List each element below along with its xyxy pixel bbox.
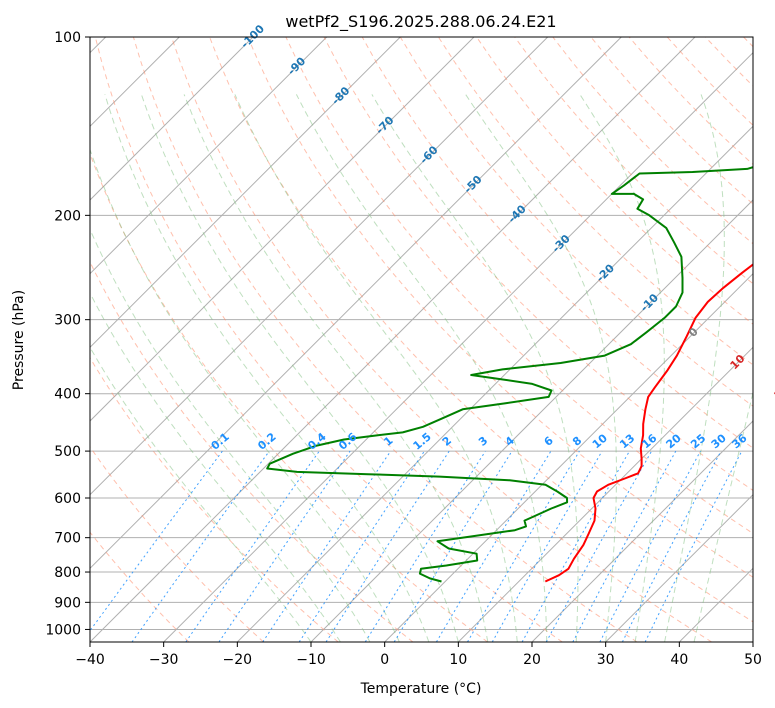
isotherm-line [236,125,753,642]
x-tick-label: −40 [75,652,105,668]
dry-adiabat-line [94,37,563,642]
y-axis-label: Pressure (hPa) [11,290,27,390]
mixing-ratio-line [599,450,701,642]
isotherm-line [163,51,753,642]
dry-adiabat-line [209,37,753,623]
y-tick-label: 100 [54,30,81,46]
isotherm-label: 20 [772,381,775,401]
x-tick-label: 40 [670,652,688,668]
y-tick-label: 500 [54,444,81,460]
moist-adiabat-line [371,94,579,642]
mixing-ratio-line [90,450,223,632]
moist-adiabat-line [465,94,617,642]
mixing-ratio-line [521,450,630,642]
x-tick-label: 30 [597,652,615,668]
isotherm-line [90,37,622,570]
x-tick-label: −10 [296,652,326,668]
isotherm-line [531,420,753,642]
mixing-ratio-line [644,450,743,642]
dry-adiabat-line [171,37,712,642]
x-axis: −40 −30 −20 −10 0 10 20 30 40 50 [75,642,762,668]
dry-adiabat-line [90,531,190,642]
y-tick-label: 400 [54,387,81,403]
dry-adiabat-line [247,37,753,578]
y-tick-label: 800 [54,565,81,581]
x-tick-label: 10 [449,652,467,668]
mixing-ratio-line [491,450,603,642]
chart-title: wetPf2_S196.2025.288.06.24.E21 [285,12,556,32]
plot-frame [89,36,754,643]
isotherm-line [90,37,401,349]
x-tick-label: 50 [744,652,762,668]
mixing-ratio-line [572,450,677,642]
isotherm-line [90,37,696,642]
moist-adiabat-line [140,94,459,642]
dry-adiabat-line [90,152,488,642]
mixing-ratio-line [131,450,270,642]
dry-adiabat-line [90,260,414,642]
mixing-ratio-line [298,450,425,642]
mixing-ratio-line [325,450,450,642]
x-tick-label: 0 [380,652,389,668]
dry-adiabat-line [514,37,753,285]
moist-adiabat-line [90,228,371,642]
temperature-profile-line [544,263,753,583]
mixing-ratio-line [185,450,320,642]
mixing-ratio-line [393,450,513,642]
y-axis: 100 200 300 400 500 600 700 800 900 1000 [45,30,90,638]
isotherm-line [605,493,753,642]
y-tick-label: 200 [54,208,81,224]
y-tick-label: 1000 [45,622,81,638]
moist-adiabat-line [234,94,518,642]
mixing-ratio-line [364,450,486,642]
moist-adiabat-line [579,94,665,642]
moist-adiabat-line [90,148,400,642]
mixing-ratio-line [467,450,580,642]
dry-adiabat-line [90,446,264,642]
isotherm-line [90,37,328,275]
isotherm-line [384,272,753,642]
moist-adiabat-line [664,94,725,642]
moist-adiabat-line [295,94,548,642]
y-tick-label: 300 [54,313,81,329]
moist-adiabat-line [90,292,341,642]
y-tick-label: 900 [54,595,81,611]
series-layer [266,166,753,583]
mixing-ratio-line [621,450,722,642]
moist-adiabat-line [183,94,489,642]
isotherm-line [90,37,549,496]
background-lines [90,37,753,642]
dry-adiabat-line [399,37,753,407]
y-tick-label: 700 [54,531,81,547]
mixing-ratio-line [435,450,552,642]
moist-adiabat-line [693,390,753,642]
x-tick-label: −20 [223,652,253,668]
moist-adiabat-line [90,346,312,642]
moist-adiabat-line [104,94,430,642]
x-axis-label: Temperature (°C) [360,681,482,697]
isotherm-line [90,37,475,422]
dry-adiabat-line [361,37,753,449]
isotherm-line [90,37,254,201]
dewpoint-profile-line [266,166,753,583]
y-tick-label: 600 [54,491,81,507]
isotherm-line [457,346,753,642]
x-tick-label: 20 [523,652,541,668]
x-tick-label: −30 [149,652,179,668]
mixing-ratio-line [545,450,653,642]
